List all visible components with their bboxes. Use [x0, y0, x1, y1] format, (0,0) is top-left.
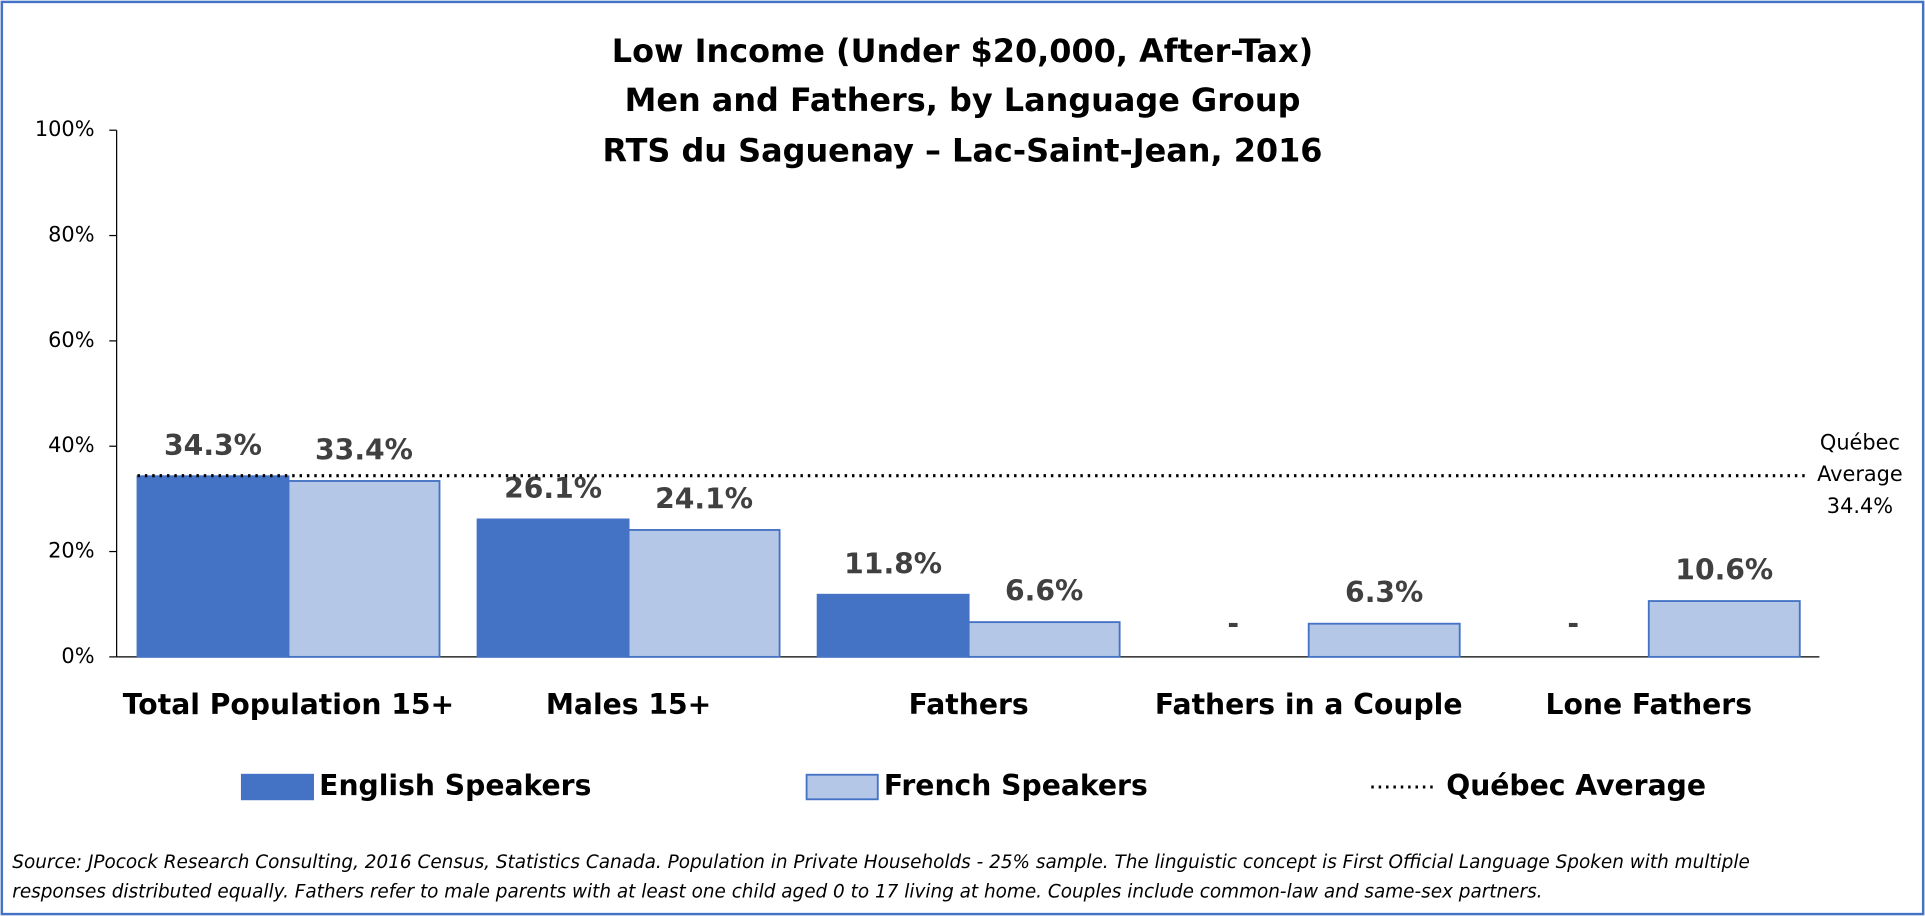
y-tick-label: 60%	[48, 328, 94, 352]
x-tick-label: Lone Fathers	[1546, 688, 1753, 721]
x-tick-label: Males 15+	[546, 688, 711, 721]
y-tick-label: 80%	[48, 223, 94, 247]
chart-title: Men and Fathers, by Language Group	[625, 81, 1301, 119]
legend-swatch	[805, 773, 879, 801]
data-label: 6.3%	[1345, 576, 1423, 609]
chart-title: RTS du Saguenay – Lac-Saint-Jean, 2016	[602, 131, 1322, 169]
bar	[476, 518, 630, 658]
x-tick-label: Fathers	[909, 688, 1029, 721]
legend-label: Québec Average	[1446, 769, 1706, 802]
data-label: 10.6%	[1675, 554, 1773, 587]
bar	[1307, 622, 1461, 658]
reference-label: Québec	[1820, 430, 1900, 454]
bar	[1647, 600, 1801, 658]
reference-label: 34.4%	[1827, 494, 1893, 518]
data-label: -	[1567, 607, 1579, 640]
data-label: 24.1%	[655, 482, 753, 515]
data-label: 6.6%	[1005, 575, 1083, 608]
legend-label: English Speakers	[319, 769, 591, 802]
bar	[287, 480, 441, 658]
source-note: Source: JPocock Research Consulting, 201…	[12, 852, 1750, 873]
data-label: -	[1227, 607, 1239, 640]
bar	[136, 475, 290, 658]
legend-label: French Speakers	[884, 769, 1148, 802]
legend-swatch	[240, 773, 314, 801]
y-tick-label: 100%	[35, 117, 95, 141]
y-tick-label: 40%	[48, 433, 94, 457]
chart-title: Low Income (Under $20,000, After-Tax)	[612, 32, 1313, 70]
source-note: responses distributed equally. Fathers r…	[12, 882, 1542, 903]
data-label: 33.4%	[315, 434, 413, 467]
data-label: 26.1%	[504, 472, 602, 505]
x-tick-label: Fathers in a Couple	[1155, 688, 1463, 721]
bar	[816, 593, 970, 658]
bar	[967, 621, 1121, 658]
y-tick-label: 20%	[48, 539, 94, 563]
data-label: 34.3%	[164, 429, 262, 462]
x-tick-label: Total Population 15+	[123, 688, 454, 721]
data-label: 11.8%	[844, 547, 942, 580]
reference-label: Average	[1817, 462, 1903, 486]
bar	[627, 529, 781, 658]
y-tick-label: 0%	[61, 644, 94, 668]
